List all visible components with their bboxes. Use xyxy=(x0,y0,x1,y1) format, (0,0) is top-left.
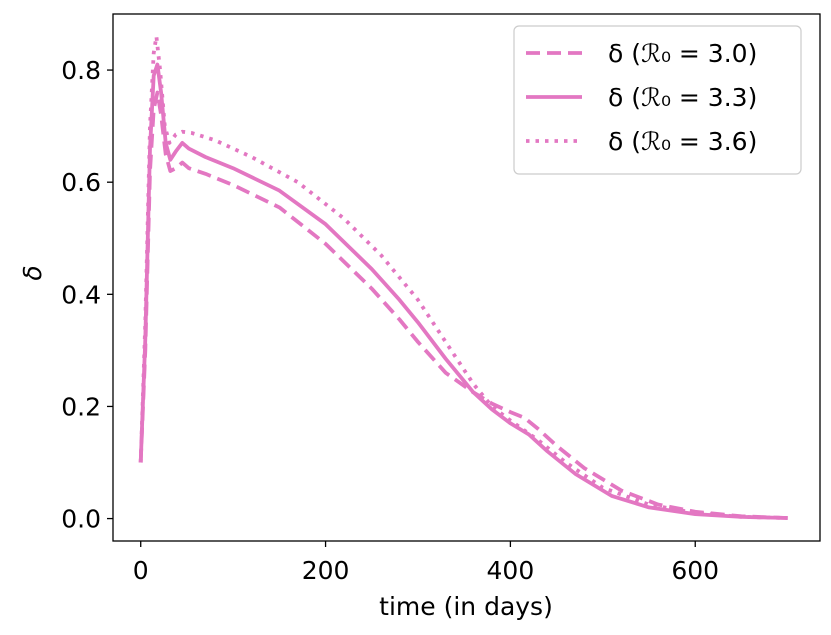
x-tick-label: 0 xyxy=(133,556,149,585)
y-tick-label: 0.8 xyxy=(61,56,101,85)
x-tick-label: 400 xyxy=(487,556,535,585)
y-tick-label: 0.0 xyxy=(61,505,101,534)
legend-box xyxy=(513,25,802,175)
legend-label: δ (ℛ₀ = 3.0) xyxy=(608,39,757,68)
y-axis: 0.0 0.2 0.4 0.6 0.8 xyxy=(61,56,113,534)
legend: δ (ℛ₀ = 3.0) δ (ℛ₀ = 3.3) δ (ℛ₀ = 3.6) xyxy=(513,25,802,175)
y-tick-label: 0.2 xyxy=(61,392,101,421)
y-axis-title: δ xyxy=(18,265,47,280)
series-line-1 xyxy=(138,90,788,520)
y-tick-label: 0.4 xyxy=(61,280,101,309)
series-lines xyxy=(138,34,788,520)
x-axis: 0 200 400 600 xyxy=(133,541,719,585)
legend-label: δ (ℛ₀ = 3.6) xyxy=(608,127,757,156)
legend-label: δ (ℛ₀ = 3.3) xyxy=(608,83,757,112)
plot-frame xyxy=(112,13,821,542)
x-tick-label: 600 xyxy=(671,556,719,585)
x-axis-title: time (in days) xyxy=(379,592,553,621)
y-tick-label: 0.6 xyxy=(61,168,101,197)
x-tick-label: 200 xyxy=(302,556,350,585)
